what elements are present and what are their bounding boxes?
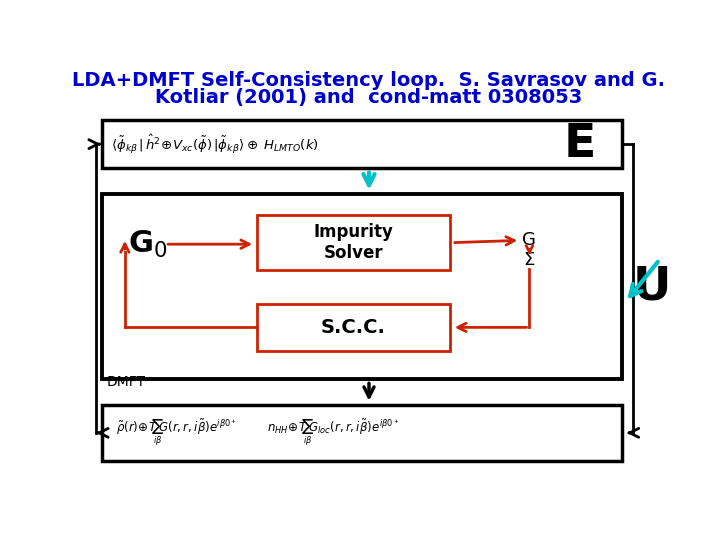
Text: $\tilde{\rho}(r)\!\oplus\!T\!\!\sum_{i\beta}\!\!G(r,r,i\tilde{\beta})e^{i\beta 0: $\tilde{\rho}(r)\!\oplus\!T\!\!\sum_{i\b…: [116, 417, 399, 448]
Text: G: G: [523, 231, 536, 249]
Text: DMFT: DMFT: [107, 375, 145, 389]
Bar: [102, 194, 622, 379]
Bar: [256, 303, 451, 351]
Bar: [102, 120, 622, 168]
Text: U: U: [633, 264, 671, 309]
Text: $\mathbf{G}_0$: $\mathbf{G}_0$: [128, 228, 168, 260]
Text: $\Sigma$: $\Sigma$: [523, 251, 536, 268]
Bar: [102, 405, 622, 461]
Text: Kotliar (2001) and  cond-matt 0308053: Kotliar (2001) and cond-matt 0308053: [156, 88, 582, 107]
Text: S.C.C.: S.C.C.: [321, 318, 386, 337]
Text: LDA+DMFT Self-Consistency loop.  S. Savrasov and G.: LDA+DMFT Self-Consistency loop. S. Savra…: [73, 71, 665, 90]
Bar: [256, 215, 451, 271]
Text: Impurity
Solver: Impurity Solver: [314, 223, 393, 262]
Text: $\langle \tilde{\phi}_{k\beta}\,|\,\hat{h}^2\!\oplus\!V_{xc}(\tilde{\phi})\,|\ti: $\langle \tilde{\phi}_{k\beta}\,|\,\hat{…: [111, 132, 319, 156]
Text: E: E: [564, 122, 596, 167]
